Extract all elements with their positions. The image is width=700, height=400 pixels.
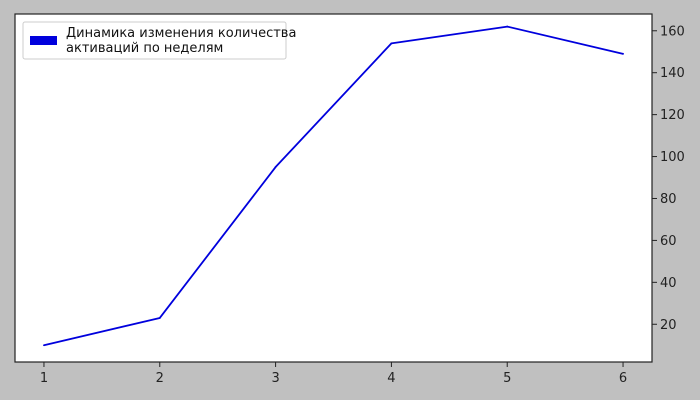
x-tick-label: 2 xyxy=(156,371,164,386)
legend-label-line-1: Динамика изменения количества xyxy=(66,26,296,41)
x-tick-label: 5 xyxy=(503,371,511,386)
x-tick-label: 6 xyxy=(619,371,627,386)
data-point xyxy=(43,344,45,347)
data-point xyxy=(274,166,277,168)
series-line xyxy=(43,25,624,347)
y-axis: 20 40 60 80 100 120 140 160 xyxy=(652,24,685,333)
data-point xyxy=(622,52,624,55)
y-tick-label: 120 xyxy=(660,108,685,123)
data-point xyxy=(158,317,161,319)
y-tick-label: 40 xyxy=(660,276,677,291)
legend: Динамика изменения количества активаций … xyxy=(22,21,301,60)
y-tick-label: 60 xyxy=(660,234,677,249)
legend-swatch xyxy=(30,36,57,45)
y-tick-label: 20 xyxy=(660,318,677,333)
legend-box xyxy=(22,21,287,60)
y-tick-label: 140 xyxy=(660,66,685,81)
data-point xyxy=(506,25,509,28)
plot-area xyxy=(14,13,653,363)
legend-label: Динамика изменения количества активаций … xyxy=(66,26,301,56)
x-tick-label: 4 xyxy=(387,371,395,386)
y-tick-label: 160 xyxy=(660,24,685,39)
y-tick-label: 80 xyxy=(660,192,677,207)
y-tick-label: 100 xyxy=(660,150,685,165)
data-point xyxy=(390,42,393,45)
x-axis: 1 2 3 4 5 6 xyxy=(40,362,627,386)
x-tick-label: 3 xyxy=(271,371,279,386)
x-tick-label: 1 xyxy=(40,371,48,386)
series-layer xyxy=(43,25,624,347)
legend-label-line-2: активаций по неделям xyxy=(66,41,223,56)
